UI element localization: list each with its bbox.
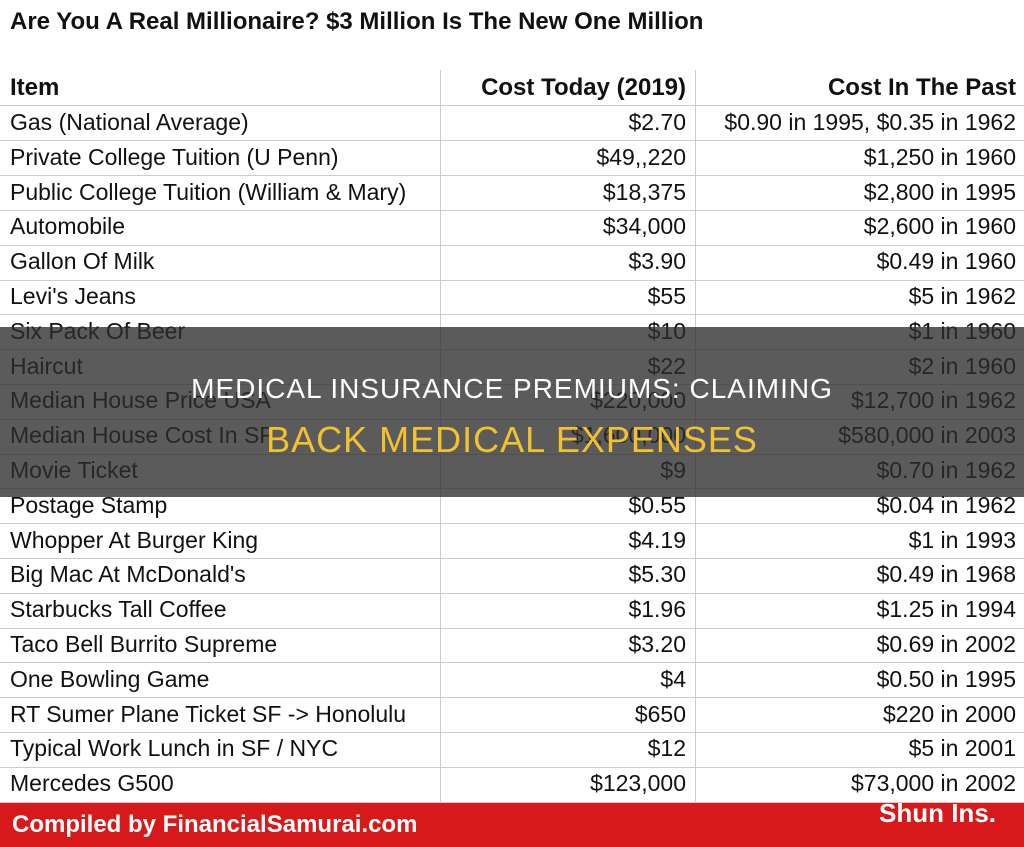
table-cell: $0.50 in 1995: [876, 665, 1016, 692]
table-cell: $1,250 in 1960: [863, 143, 1016, 170]
table-cell: $3.20: [628, 631, 686, 657]
row-rule: [0, 558, 1024, 559]
table-cell: $4.19: [628, 526, 686, 553]
header-cell: Cost In The Past: [827, 74, 1016, 101]
row-rule: [0, 592, 1024, 594]
row-rule: [0, 766, 1024, 768]
table-cell: $1 in 1993: [908, 526, 1016, 553]
table-cell: $73,000 in 2002: [851, 770, 1016, 797]
row-rule: [0, 175, 1024, 177]
row-rule: [0, 210, 1024, 211]
header-cell: Item: [10, 74, 60, 101]
table-cell: $49,,220: [596, 143, 686, 170]
table-cell: Mercedes G500: [10, 770, 174, 797]
row-rule: [0, 732, 1024, 733]
table-cell: $55: [647, 283, 686, 309]
footer-bar: Compiled by FinancialSamurai.com: [0, 803, 1024, 847]
table-cell: Automobile: [10, 213, 126, 240]
table-cell: $2,600 in 1960: [863, 213, 1016, 240]
table-cell: Levi's Jeans: [10, 283, 136, 309]
row-rule: [0, 523, 1024, 525]
overlay-band: [0, 327, 1024, 497]
watermark: Shun Ins.: [879, 798, 996, 828]
row-rule: [0, 244, 1024, 246]
table-cell: $0.49 in 1960: [876, 248, 1016, 275]
table-cell: $2,800 in 1995: [863, 178, 1016, 205]
table-cell: $5 in 2001: [908, 735, 1016, 762]
row-rule: [0, 627, 1024, 629]
table-cell: Private College Tuition (U Penn): [10, 143, 339, 170]
overlay-line: BACK MEDICAL EXPENSES: [266, 419, 758, 460]
footer-text: Compiled by FinancialSamurai.com: [12, 811, 418, 838]
table-cell: $123,000: [590, 770, 686, 797]
table-cell: Gas (National Average): [10, 109, 249, 135]
table-cell: $3.90: [628, 248, 686, 275]
table-cell: Whopper At Burger King: [10, 526, 259, 553]
table-cell: $4: [660, 665, 686, 692]
table-cell: Public College Tuition (William & Mary): [10, 178, 407, 205]
table-cell: Typical Work Lunch in SF / NYC: [10, 735, 339, 762]
table-cell: $34,000: [602, 213, 686, 240]
title: Are You A Real Millionaire? $3 Million I…: [10, 8, 704, 35]
header-cell: Cost Today (2019): [481, 74, 686, 101]
table-cell: One Bowling Game: [10, 665, 210, 692]
table-cell: $0.90 in 1995, $0.35 in 1962: [724, 109, 1016, 135]
table-cell: Gallon Of Milk: [10, 248, 155, 275]
table-cell: $0.49 in 1968: [876, 561, 1016, 588]
table-cell: $2.70: [628, 109, 686, 135]
row-rule: [0, 105, 1024, 106]
table-cell: RT Sumer Plane Ticket SF -> Honolulu: [10, 700, 407, 727]
table-cell: $5 in 1962: [908, 283, 1016, 309]
table-cell: $0.55: [628, 491, 686, 518]
table-cell: $1.96: [628, 596, 686, 623]
overlay-line: MEDICAL INSURANCE PREMIUMS: CLAIMING: [191, 373, 833, 404]
table-cell: $220 in 2000: [882, 700, 1016, 727]
row-rule: [0, 801, 1024, 803]
table-cell: $1.25 in 1994: [876, 596, 1016, 623]
table-cell: Starbucks Tall Coffee: [10, 596, 227, 623]
row-rule: [0, 140, 1024, 142]
table-cell: $0.04 in 1962: [876, 491, 1016, 518]
row-rule: [0, 314, 1024, 316]
table-cell: Big Mac At McDonald's: [10, 561, 246, 588]
table-cell: $5.30: [628, 561, 686, 588]
table-cell: $650: [634, 700, 686, 727]
row-rule: [0, 662, 1024, 664]
table-cell: $18,375: [602, 178, 686, 205]
table-cell: Taco Bell Burrito Supreme: [10, 631, 278, 657]
table-cell: Postage Stamp: [10, 491, 168, 518]
row-rule: [0, 279, 1024, 281]
row-rule: [0, 697, 1024, 699]
table-cell: $0.69 in 2002: [876, 631, 1016, 657]
table-cell: $12: [647, 735, 686, 762]
